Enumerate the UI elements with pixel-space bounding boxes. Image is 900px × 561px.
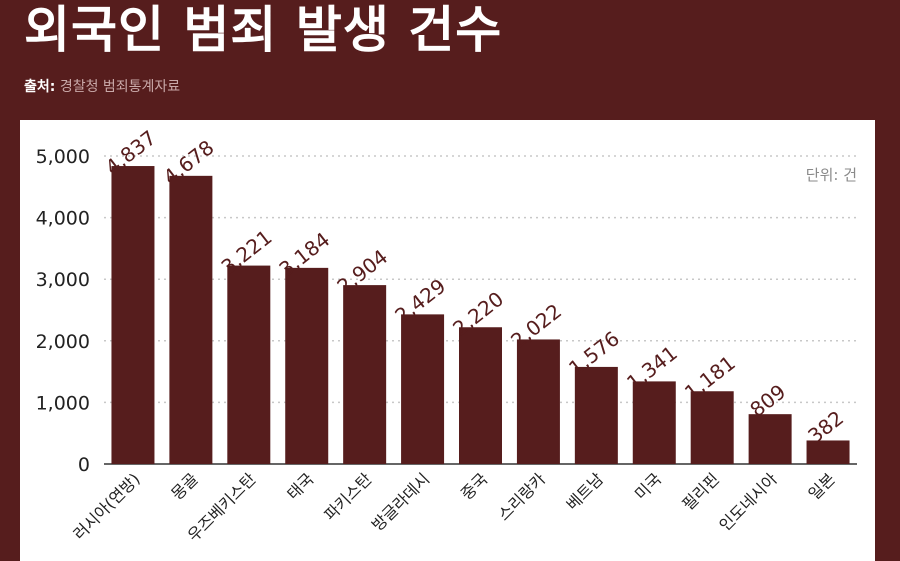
x-tick-label: 몽골 <box>167 469 201 503</box>
bar <box>227 265 271 464</box>
bar <box>632 381 676 464</box>
bar <box>169 175 213 464</box>
y-tick-label: 1,000 <box>36 392 90 414</box>
page-title: 외국인 범죄 발생 건수 <box>24 1 503 59</box>
y-tick-label: 5,000 <box>36 146 90 168</box>
y-tick-label: 4,000 <box>36 208 90 230</box>
bar <box>574 366 618 464</box>
x-tick-label: 태국 <box>283 469 317 503</box>
chart-panel: 0 1,000 2,000 3,000 4,000 5,000 4,837 러시아(연방) 4,… <box>20 120 875 561</box>
x-tick-label: 파키스탄 <box>320 469 375 524</box>
x-tick-label: 필리핀 <box>678 469 723 514</box>
x-tick-label: 인도네시아 <box>715 469 781 535</box>
bar <box>459 327 502 464</box>
source-note: 출처: 경찰청 범죄통계자료 <box>24 76 180 96</box>
bar <box>690 391 734 464</box>
x-tick-label: 베트남 <box>563 469 608 514</box>
x-tick-label: 미국 <box>631 469 665 503</box>
x-tick-label: 러시아(연방) <box>69 469 143 543</box>
bar <box>111 166 155 464</box>
source-label: 출처: <box>24 79 56 95</box>
unit-label: 단위: 건 <box>805 166 857 184</box>
source-text: 경찰청 범죄통계자료 <box>59 79 181 95</box>
x-tick-label: 중국 <box>457 469 491 503</box>
bar <box>285 267 329 464</box>
y-tick-label: 0 <box>78 454 90 476</box>
y-tick-label: 2,000 <box>36 331 90 353</box>
x-tick-label: 일본 <box>805 469 839 503</box>
x-tick-label: 방글라데시 <box>368 469 433 534</box>
bar <box>806 440 850 464</box>
bar <box>516 339 560 464</box>
y-tick-label: 3,000 <box>36 269 90 291</box>
bar <box>748 414 792 464</box>
bar <box>401 314 445 464</box>
bar <box>343 285 387 464</box>
x-tick-label: 스리랑카 <box>494 469 549 524</box>
